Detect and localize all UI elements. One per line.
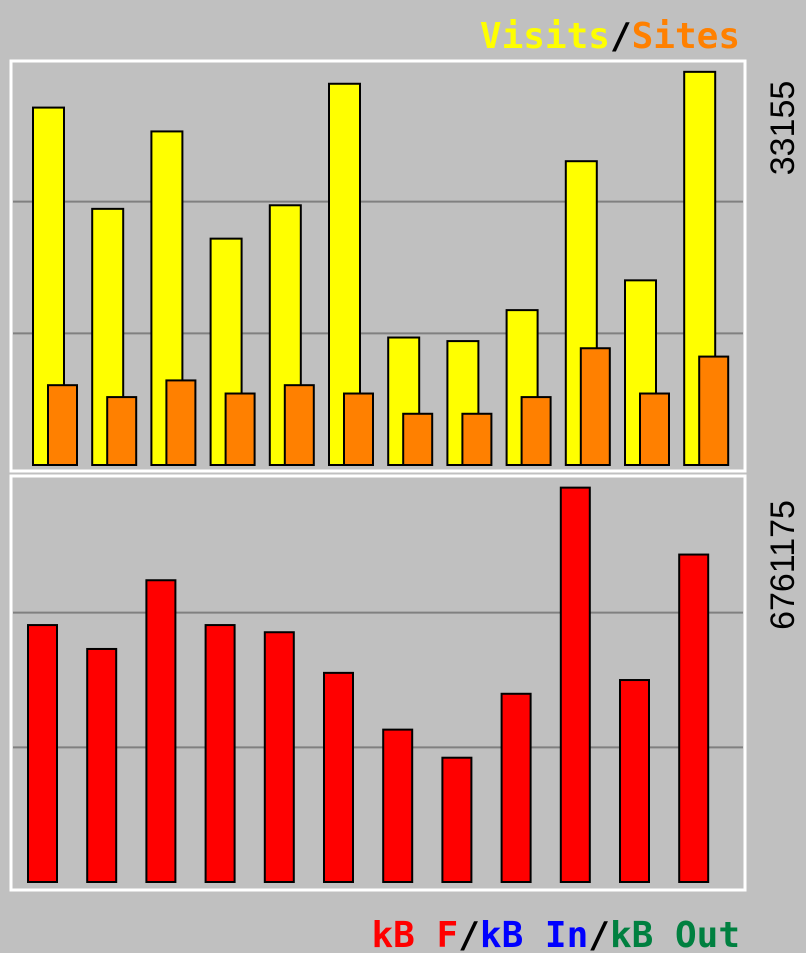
visits-sites-bars	[32, 70, 730, 467]
sites-bar-10	[579, 347, 611, 466]
kb-f-bar-3	[145, 579, 177, 884]
kb-f-bar-4	[204, 624, 236, 884]
kb-f-bar-10	[559, 486, 591, 883]
sites-bar-5	[283, 384, 315, 466]
legend-kb-in: kB In	[480, 915, 588, 953]
sites-bar-4	[224, 392, 256, 467]
sites-bar-11	[639, 392, 670, 467]
kb-bars	[27, 486, 710, 884]
sites-bar-1	[47, 384, 78, 466]
visits-sites-frame	[9, 59, 747, 473]
kb-f-bar-6	[323, 671, 354, 883]
legend-separator-1: /	[458, 915, 480, 953]
legend-separator-2: /	[588, 915, 610, 953]
legend-top: Visits/Sites	[480, 16, 740, 57]
sites-bar-2	[106, 396, 138, 467]
sites-bar-3	[165, 379, 197, 466]
kb-f-bar-7	[382, 728, 414, 883]
kb-f-bar-2	[86, 647, 118, 883]
sites-bar-8	[461, 412, 493, 467]
kb-panel: 6761175	[9, 474, 802, 892]
sites-bar-6	[343, 392, 374, 467]
kb-f-bar-12	[678, 553, 710, 883]
legend-visits: Visits	[480, 16, 610, 57]
visits-sites-panel: 33155	[9, 59, 802, 473]
legend-kb-out: kB Out	[610, 915, 740, 953]
kb-f-bar-5	[263, 631, 295, 884]
kb-f-bar-9	[500, 692, 532, 883]
legend-separator: /	[610, 16, 632, 57]
kb-frame	[9, 474, 747, 892]
legend-sites: Sites	[632, 16, 740, 57]
visits-sites-gridlines	[13, 200, 743, 335]
sites-bar-7	[402, 412, 434, 467]
sites-bar-12	[698, 355, 730, 467]
kb-f-bar-11	[619, 679, 650, 883]
legend-kb-f: kB F	[372, 915, 459, 953]
visits-sites-max-label: 33155	[764, 81, 802, 176]
kb-max-label: 6761175	[764, 500, 802, 630]
sites-bar-9	[520, 396, 552, 467]
kb-f-bar-1	[27, 624, 58, 884]
kb-f-bar-8	[441, 756, 473, 884]
legend-bottom: kB F/kB In/kB Out	[372, 915, 741, 953]
